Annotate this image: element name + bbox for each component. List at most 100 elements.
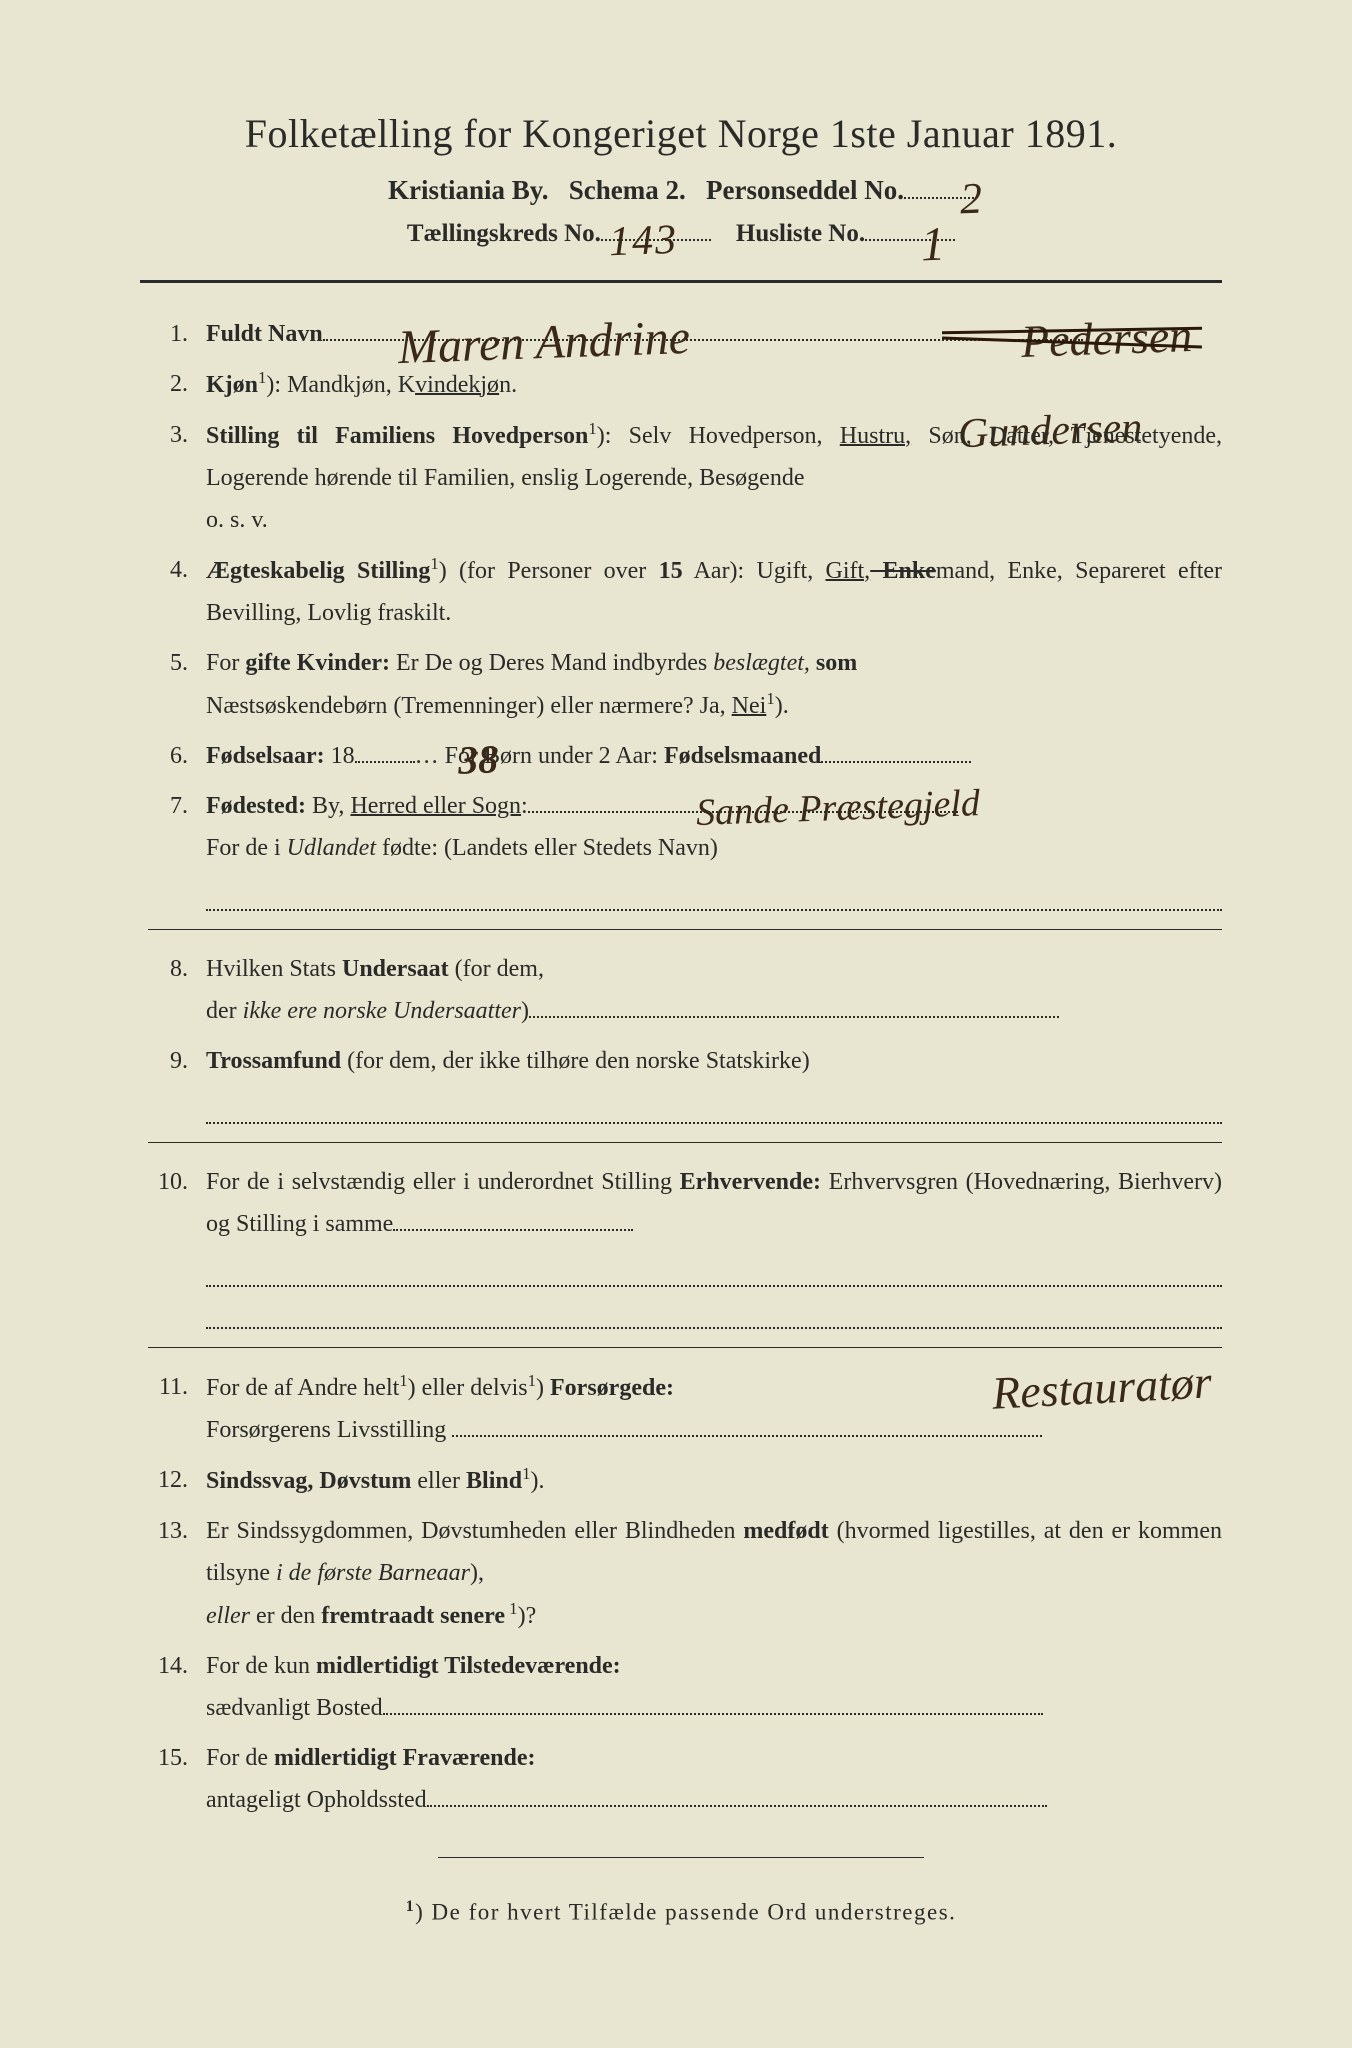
text-struck: Enke xyxy=(870,558,936,584)
text: By, xyxy=(306,793,350,819)
footnote-marker: 1 xyxy=(430,554,438,573)
text: ) (for Personer over xyxy=(439,558,659,584)
footnote-text: ) De for hvert Tilfælde passende Ord und… xyxy=(415,1900,956,1925)
occupation-field xyxy=(393,1229,633,1231)
text: (for dem, der ikke tilhøre den norske St… xyxy=(341,1048,810,1074)
item-num: 13. xyxy=(148,1510,206,1637)
item-body: For de kun midlertidigt Tilstedeværende:… xyxy=(206,1645,1222,1729)
text-bold: Undersaat xyxy=(342,956,449,982)
nationality-field xyxy=(529,1016,1059,1018)
item-body: For gifte Kvinder: Er De og Deres Mand i… xyxy=(206,642,1222,727)
item-14: 14. For de kun midlertidigt Tilstedevære… xyxy=(148,1645,1222,1729)
text-italic: ikke ere norske Undersaatter xyxy=(243,998,521,1024)
divider-footnote xyxy=(438,1857,925,1858)
text: ). xyxy=(530,1468,544,1494)
divider xyxy=(148,1142,1222,1143)
text-underlined: Gift, xyxy=(826,558,871,584)
item-body: Fødselsaar: 18… For Børn under 2 Aar: Fø… xyxy=(206,735,1222,777)
text: ): Selv Hovedperson, xyxy=(597,423,840,449)
item-num: 7. xyxy=(148,785,206,911)
form-items: 1. Fuldt Navn Maren Andrine Pedersen 2. … xyxy=(140,313,1222,1821)
item-body: Stilling til Familiens Hovedperson1): Se… xyxy=(206,414,1222,541)
form-header: Folketælling for Kongeriget Norge 1ste J… xyxy=(140,110,1222,248)
text: : xyxy=(521,793,528,819)
text: ). xyxy=(775,693,789,719)
kreds-label: Tællingskreds No. xyxy=(407,220,601,247)
handwritten-kreds-no: 143 xyxy=(608,216,679,266)
month-field xyxy=(821,761,971,763)
dotted-line xyxy=(206,1251,1222,1287)
divider-top xyxy=(140,280,1222,283)
text-bold: midlertidigt Tilstedeværende: xyxy=(316,1653,621,1679)
divider xyxy=(148,929,1222,930)
text: )? xyxy=(518,1603,537,1629)
item-num: 10. xyxy=(148,1161,206,1329)
footnote-marker: 1 xyxy=(588,419,596,438)
handwritten-occupation: Restauratør xyxy=(990,1342,1214,1434)
text: n. xyxy=(499,372,517,398)
dotted-line xyxy=(206,1293,1222,1329)
text: Er Sindssygdommen, Døvstumheden eller Bl… xyxy=(206,1518,743,1544)
item-7: 7. Fødested: By, Herred eller Sogn: For … xyxy=(148,785,1222,911)
item-body: Fødested: By, Herred eller Sogn: For de … xyxy=(206,785,1222,911)
text: For de af Andre helt xyxy=(206,1375,399,1401)
text-bold: Blind xyxy=(466,1468,522,1494)
item-num: 6. xyxy=(148,735,206,777)
item-body: Er Sindssygdommen, Døvstumheden eller Bl… xyxy=(206,1510,1222,1637)
provider-field xyxy=(452,1435,1042,1437)
text: 18 xyxy=(331,743,355,769)
form-subtitle: Kristiania By. Schema 2. Personseddel No… xyxy=(140,175,1222,206)
text-bold: midlertidigt Fraværende: xyxy=(274,1745,536,1771)
item-body: Fuldt Navn Maren Andrine Pedersen xyxy=(206,313,1222,355)
text: Næstsøskendebørn (Tremenninger) eller næ… xyxy=(206,693,732,719)
text: o. s. v. xyxy=(206,507,268,533)
item-body: Sindssvag, Døvstum eller Blind1). xyxy=(206,1459,1222,1502)
text-bold: 15 xyxy=(659,558,683,584)
text: antageligt Opholdssted xyxy=(206,1787,427,1813)
text-italic: eller xyxy=(206,1603,250,1629)
label-relation: Stilling til Familiens Hovedperson xyxy=(206,423,588,449)
item-8: 8. Hvilken Stats Undersaat (for dem, der… xyxy=(148,948,1222,1032)
item-num: 11. xyxy=(148,1366,206,1451)
item-body: For de i selvstændig eller i underordnet… xyxy=(206,1161,1222,1329)
text: der xyxy=(206,998,243,1024)
handwritten-husliste-no: 1 xyxy=(920,217,946,273)
item-num: 3. xyxy=(148,414,206,541)
text-bold: som xyxy=(810,650,857,676)
text: (for dem, xyxy=(449,956,544,982)
text-bold: Erhvervende: xyxy=(680,1169,821,1195)
text: ), xyxy=(470,1560,484,1586)
item-body: For de midlertidigt Fraværende: antageli… xyxy=(206,1737,1222,1821)
text: Erhvervs xyxy=(821,1169,915,1195)
text: Forsørgerens Livsstilling xyxy=(206,1417,446,1443)
census-form-page: Folketælling for Kongeriget Norge 1ste J… xyxy=(0,0,1352,2048)
footnote: 1) De for hvert Tilfælde passende Ord un… xyxy=(140,1898,1222,1926)
husliste-label: Husliste No. xyxy=(736,220,865,247)
footnote-marker: 1 xyxy=(766,689,774,708)
form-title: Folketælling for Kongeriget Norge 1ste J… xyxy=(140,110,1222,157)
text-bold: Kvinder: xyxy=(291,650,390,676)
text-bold: gifte xyxy=(245,650,290,676)
year-field xyxy=(355,761,415,763)
text-underlined: Nei xyxy=(732,693,767,719)
item-4: 4. Ægteskabelig Stilling1) (for Personer… xyxy=(148,549,1222,634)
personseddel-label: Personseddel No. xyxy=(706,175,904,205)
footnote-marker: 1 xyxy=(505,1599,518,1618)
city-label: Kristiania By. xyxy=(388,175,549,205)
text-bold: fremtraadt senere xyxy=(321,1603,505,1629)
item-body: Trossamfund (for dem, der ikke tilhøre d… xyxy=(206,1040,1222,1124)
item-num: 5. xyxy=(148,642,206,727)
item-body: Ægteskabelig Stilling1) (for Personer ov… xyxy=(206,549,1222,634)
item-13: 13. Er Sindssygdommen, Døvstumheden elle… xyxy=(148,1510,1222,1637)
text-bold: Sindssvag, Døvstum xyxy=(206,1468,411,1494)
item-6: 6. Fødselsaar: 18… For Børn under 2 Aar:… xyxy=(148,735,1222,777)
item-11: 11. For de af Andre helt1) eller delvis1… xyxy=(148,1366,1222,1451)
handwritten-personseddel-no: 2 xyxy=(959,173,983,225)
text: For de xyxy=(206,1745,274,1771)
handwritten-birthplace: Sande Præstegjeld xyxy=(695,770,981,846)
text: Hvilken Stats xyxy=(206,956,342,982)
item-3: 3. Stilling til Familiens Hovedperson1):… xyxy=(148,414,1222,541)
item-num: 2. xyxy=(148,363,206,406)
label-religion: Trossamfund xyxy=(206,1048,341,1074)
text-underlined: vindekjø xyxy=(415,372,499,398)
